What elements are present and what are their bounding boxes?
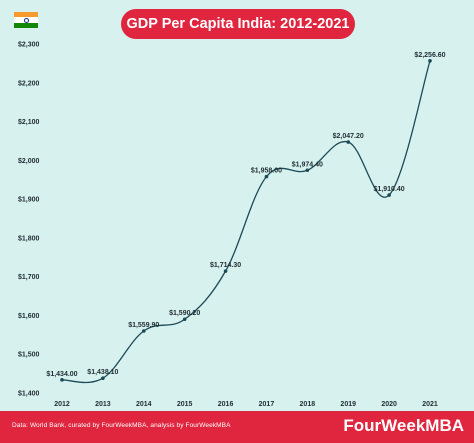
data-point [141,329,146,333]
y-tick-label: $1,700 [18,274,40,281]
india-flag-icon [14,12,38,28]
data-label: $2,047.20 [333,133,364,140]
y-tick-label: $1,900 [18,197,40,204]
data-point [60,378,64,382]
data-label: $1,958.00 [251,168,282,175]
x-tick-label: 2016 [218,401,234,408]
data-point [387,193,391,197]
data-label: $1,438.10 [87,369,118,376]
data-point [223,269,228,273]
x-tick-label: 2018 [300,401,316,408]
data-label: $1,714.30 [210,262,241,269]
data-label: $1,910.40 [374,186,405,193]
x-tick-label: 2021 [422,401,438,408]
y-tick-label: $1,400 [18,391,40,398]
data-point [101,376,105,381]
data-point [305,168,310,173]
flag-stripe-green [14,22,38,28]
line-chart: $1,400 $1,500 $1,600 $1,700 $1,800 $1,900 $2,0… [18,42,446,409]
x-tick-label: 2020 [381,401,397,408]
series-line [61,60,431,384]
data-label: $1,559.90 [128,322,159,329]
y-tick-label: $2,100 [18,119,40,126]
x-tick-label: 2017 [259,401,275,408]
data-point [346,140,351,144]
flag-stripe-saffron [14,12,38,18]
y-tick-label: $2,000 [18,158,40,165]
data-label: $2,256.60 [414,52,445,59]
x-tick-label: 2019 [340,401,356,408]
data-point [182,317,187,322]
brand-logo-text: FourWeekMBA [343,416,464,435]
data-point [428,59,432,63]
data-label: $1,590.20 [169,310,200,317]
chart-title: GDP Per Capita India: 2012-2021 [121,9,355,39]
ashoka-chakra-icon [24,18,29,24]
source-note: Data: World Bank, curated by FourWeekMBA… [12,422,231,429]
footer-bar: Data: World Bank, curated by FourWeekMBA… [0,411,474,443]
y-tick-label: $1,500 [18,352,40,359]
y-tick-label: $2,200 [18,80,40,87]
y-tick-label: $1,800 [18,235,40,242]
x-tick-label: 2012 [54,401,70,408]
data-point [264,174,269,179]
x-tick-label: 2015 [177,401,193,408]
y-tick-label: $1,600 [18,313,40,320]
flag-stripe-white [14,17,38,24]
y-tick-label: $2,300 [18,42,40,49]
x-tick-label: 2013 [95,401,111,408]
data-label: $1,974.40 [292,161,323,168]
x-tick-label: 2014 [136,401,152,408]
data-label: $1,434.00 [46,371,77,378]
